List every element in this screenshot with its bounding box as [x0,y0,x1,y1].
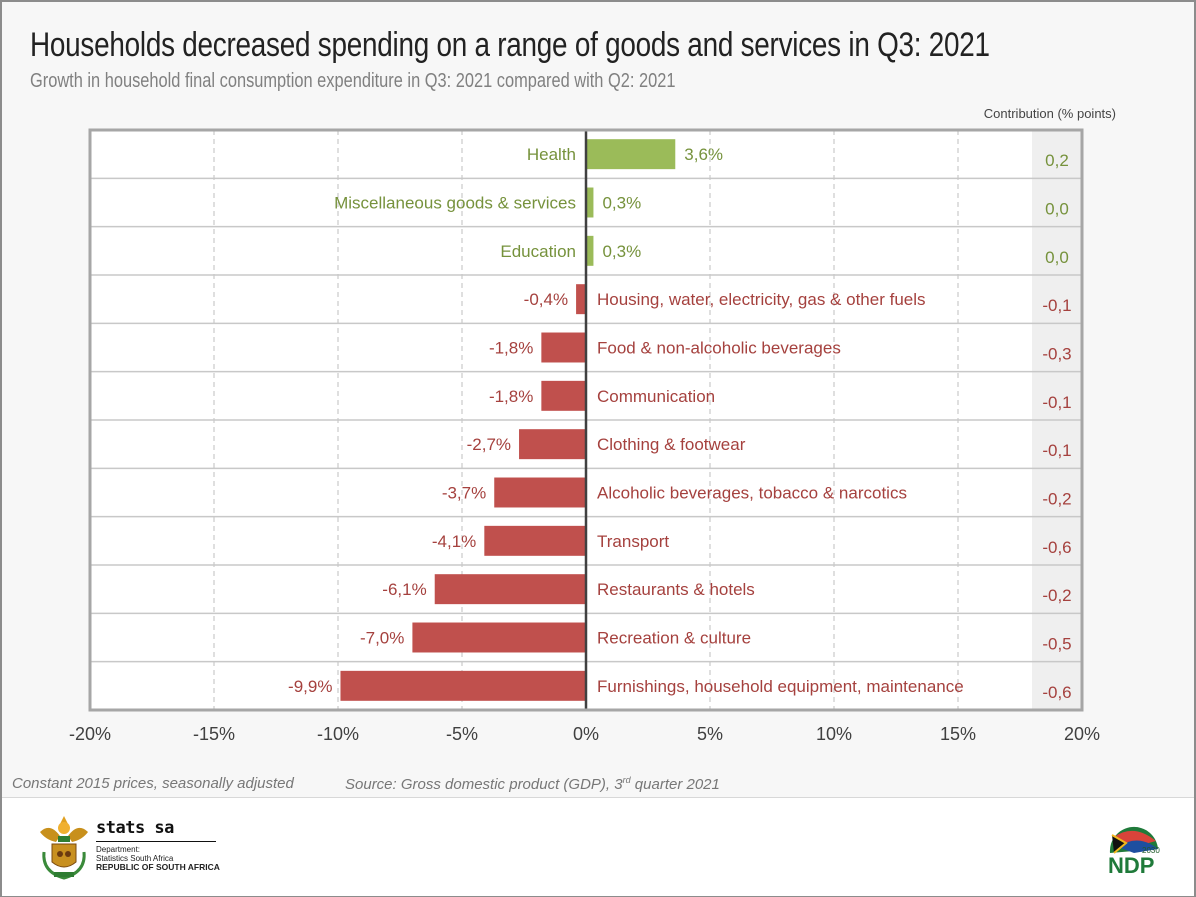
logo-divider [96,841,216,842]
bar [434,574,586,605]
contribution-value: -0,6 [1042,683,1071,702]
bar [340,670,586,701]
bar [494,477,586,508]
category-label: Miscellaneous goods & services [334,194,576,213]
category-label: Education [500,242,576,261]
category-label: Transport [597,532,669,551]
ndp-2030-logo-icon: 2030 NDP [1108,826,1160,875]
bar [586,139,676,170]
value-label: 0,3% [602,242,641,261]
contribution-value: 0,0 [1045,200,1069,219]
stats-sa-line2: Statistics South Africa [96,854,174,863]
footnote-source: Source: Gross domestic product (GDP), 3r… [345,775,720,793]
ndp-text: NDP [1108,853,1154,875]
page-title: Households decreased spending on a range… [30,26,990,64]
bar [586,187,594,218]
contribution-value: -0,1 [1042,393,1071,412]
x-tick-label: -5% [446,724,478,744]
x-tick-label: 15% [940,724,976,744]
source-suffix: quarter 2021 [630,776,720,793]
category-label: Health [527,145,576,164]
footer-band [2,797,1194,896]
x-tick-label: -10% [317,724,359,744]
contribution-value: 0,2 [1045,151,1069,170]
x-tick-label: 20% [1064,724,1100,744]
bar [586,235,594,266]
value-label: -1,8% [489,339,533,358]
ndp-year: 2030 [1142,846,1160,855]
bar [541,332,586,363]
x-tick-label: 5% [697,724,723,744]
contribution-value: -0,3 [1042,345,1071,364]
contribution-value: -0,1 [1042,441,1071,460]
value-label: -6,1% [382,580,426,599]
value-label: -7,0% [360,629,404,648]
stats-sa-line3: REPUBLIC OF SOUTH AFRICA [96,862,220,872]
x-tick-label: 10% [816,724,852,744]
plot-border [88,128,1084,712]
bar [541,380,586,411]
source-superscript: rd [622,775,631,785]
value-label: -0,4% [524,290,568,309]
category-label: Recreation & culture [597,629,751,648]
footnote-prices: Constant 2015 prices, seasonally adjuste… [12,775,294,792]
x-tick-label: -15% [193,724,235,744]
x-tick-label: -20% [69,724,111,744]
value-label: -1,8% [489,387,533,406]
stats-sa-line1: Department: [96,845,141,854]
x-tick-label: 0% [573,724,599,744]
page-subtitle: Growth in household final consumption ex… [30,70,676,92]
contribution-value: -0,5 [1042,635,1071,654]
source-text: Source: Gross domestic product (GDP), 3 [345,776,623,793]
bar [484,525,586,556]
stats-sa-brand: stats sa [96,818,174,838]
value-label: 3,6% [684,145,723,164]
contribution-value: -0,2 [1042,586,1071,605]
value-label: -2,7% [467,435,511,454]
category-label: Restaurants & hotels [597,580,755,599]
contribution-value: -0,2 [1042,490,1071,509]
category-label: Clothing & footwear [597,435,746,454]
bar [519,429,586,460]
category-label: Furnishings, household equipment, mainte… [597,677,964,696]
category-label: Housing, water, electricity, gas & other… [597,290,926,309]
contribution-value: -0,1 [1042,296,1071,315]
coat-of-arms-icon [40,816,88,880]
value-label: -3,7% [442,484,486,503]
category-label: Communication [597,387,715,406]
value-label: -9,9% [288,677,332,696]
value-label: 0,3% [602,194,641,213]
category-label: Food & non-alcoholic beverages [597,339,841,358]
value-label: -4,1% [432,532,476,551]
stats-sa-logo: stats sa Department: Statistics South Af… [96,818,220,872]
contribution-heading: Contribution (% points) [983,106,1116,121]
bar-chart: Health 3,6% 0,2 Miscellaneous goods & servi… [69,128,1100,744]
contribution-value: 0,0 [1045,248,1069,267]
bar [412,622,586,653]
category-label: Alcoholic beverages, tobacco & narcotics [597,484,907,503]
contribution-value: -0,6 [1042,538,1071,557]
bar [576,284,586,315]
